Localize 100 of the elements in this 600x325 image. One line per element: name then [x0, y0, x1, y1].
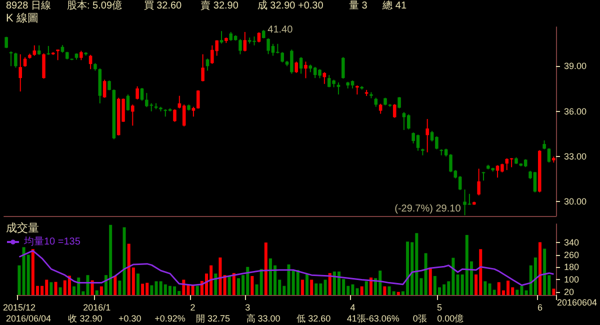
text: 2016/06/04 [6, 314, 52, 324]
bar [356, 288, 359, 295]
text: 0張 [412, 314, 427, 324]
candlestick [9, 50, 13, 67]
bar [182, 280, 186, 295]
bar [68, 276, 71, 295]
bar [516, 290, 519, 295]
bar [218, 257, 222, 295]
bar [214, 274, 218, 295]
candlestick [398, 96, 401, 109]
candlestick [304, 61, 308, 79]
candlestick [126, 94, 130, 112]
text: 買 32.60 [144, 0, 182, 12]
candlestick [238, 38, 242, 55]
candlestick [131, 104, 134, 126]
x-tick-label: 4 [350, 302, 356, 312]
candlestick [18, 54, 22, 92]
bar [118, 280, 122, 295]
candlestick [426, 118, 429, 153]
text: 成 32.90 +0.30 [257, 0, 324, 12]
candlestick [102, 79, 106, 98]
text: 高 33.00 [246, 314, 280, 324]
line-series [18, 250, 554, 286]
candlestick [80, 50, 83, 61]
candlestick [294, 61, 298, 74]
text: 低 32.60 [296, 314, 331, 324]
x-tick-label: 2 [190, 302, 196, 312]
x-tick-label: 3 [245, 302, 250, 312]
candlestick [42, 52, 46, 80]
y-tick-label: 20 [564, 286, 574, 297]
x-tick-label: 6 [538, 302, 543, 312]
bar [424, 253, 428, 295]
text: 0.00億 [437, 314, 464, 324]
bar [264, 242, 268, 295]
candlestick [378, 103, 382, 114]
annotation: (-29.7%) 29.10 [394, 204, 462, 215]
y-tick-label: 100 [564, 274, 580, 285]
annotation: 41.40 [268, 24, 294, 36]
candlestick [56, 49, 60, 61]
candlestick [280, 52, 284, 63]
bar [100, 286, 103, 295]
text: 20160604 [556, 298, 598, 308]
bar [428, 268, 432, 295]
candlestick [243, 31, 247, 52]
candlestick [37, 44, 41, 56]
text: +0.92% [154, 314, 186, 324]
candlestick [342, 56, 345, 80]
bar [122, 227, 126, 295]
text: 股本: 5.09億 [67, 0, 122, 12]
bar [310, 280, 314, 295]
bar [306, 274, 309, 295]
candlestick [32, 44, 36, 56]
bar [228, 276, 231, 295]
candlestick [299, 56, 303, 74]
bar [543, 248, 546, 295]
bar [300, 280, 304, 295]
text: 8928 日線 [6, 0, 52, 12]
candlestick [14, 52, 18, 68]
text: 開 32.75 [196, 314, 230, 324]
candlestick [220, 30, 224, 44]
bar [141, 284, 144, 295]
text: 41張-63.06% [346, 314, 400, 324]
bar [360, 286, 364, 295]
bar [114, 276, 117, 295]
y-tick-label: 180 [564, 262, 580, 272]
y-tick-label: 340 [564, 238, 580, 248]
x-tick-label: 2016/1 [83, 302, 111, 312]
bar [534, 257, 537, 295]
y-tick-label: 260 [564, 250, 580, 260]
bar [364, 281, 368, 295]
bar [260, 269, 263, 295]
candlestick [547, 148, 551, 164]
y-tick-label: 39.00 [564, 61, 587, 72]
bar [18, 265, 21, 295]
bar [328, 273, 332, 295]
candlestick [173, 108, 176, 122]
bar [191, 285, 194, 295]
candlestick [108, 80, 111, 91]
x-tick-label: 5 [437, 302, 442, 312]
candlestick [392, 104, 396, 118]
bar [396, 292, 400, 295]
text: 賣 32.90 [200, 0, 239, 12]
candlestick [201, 54, 204, 82]
candlestick [505, 158, 509, 171]
candlestick [136, 86, 139, 100]
bar [150, 285, 154, 295]
candlestick [257, 32, 261, 43]
bar [369, 278, 372, 295]
bar [484, 281, 487, 295]
x-tick-label: 2015/12 [2, 302, 36, 312]
y-tick-label: 33.00 [564, 152, 587, 162]
bar [54, 282, 58, 295]
text: 收 32.90 [68, 314, 102, 324]
bar [95, 290, 98, 295]
chart-title: K 線圖 [6, 12, 38, 24]
bar [136, 274, 140, 295]
bar [232, 273, 236, 295]
bar [196, 286, 199, 295]
y-tick-label: 30.00 [564, 196, 587, 207]
y-tick-label: 36.00 [564, 106, 587, 116]
